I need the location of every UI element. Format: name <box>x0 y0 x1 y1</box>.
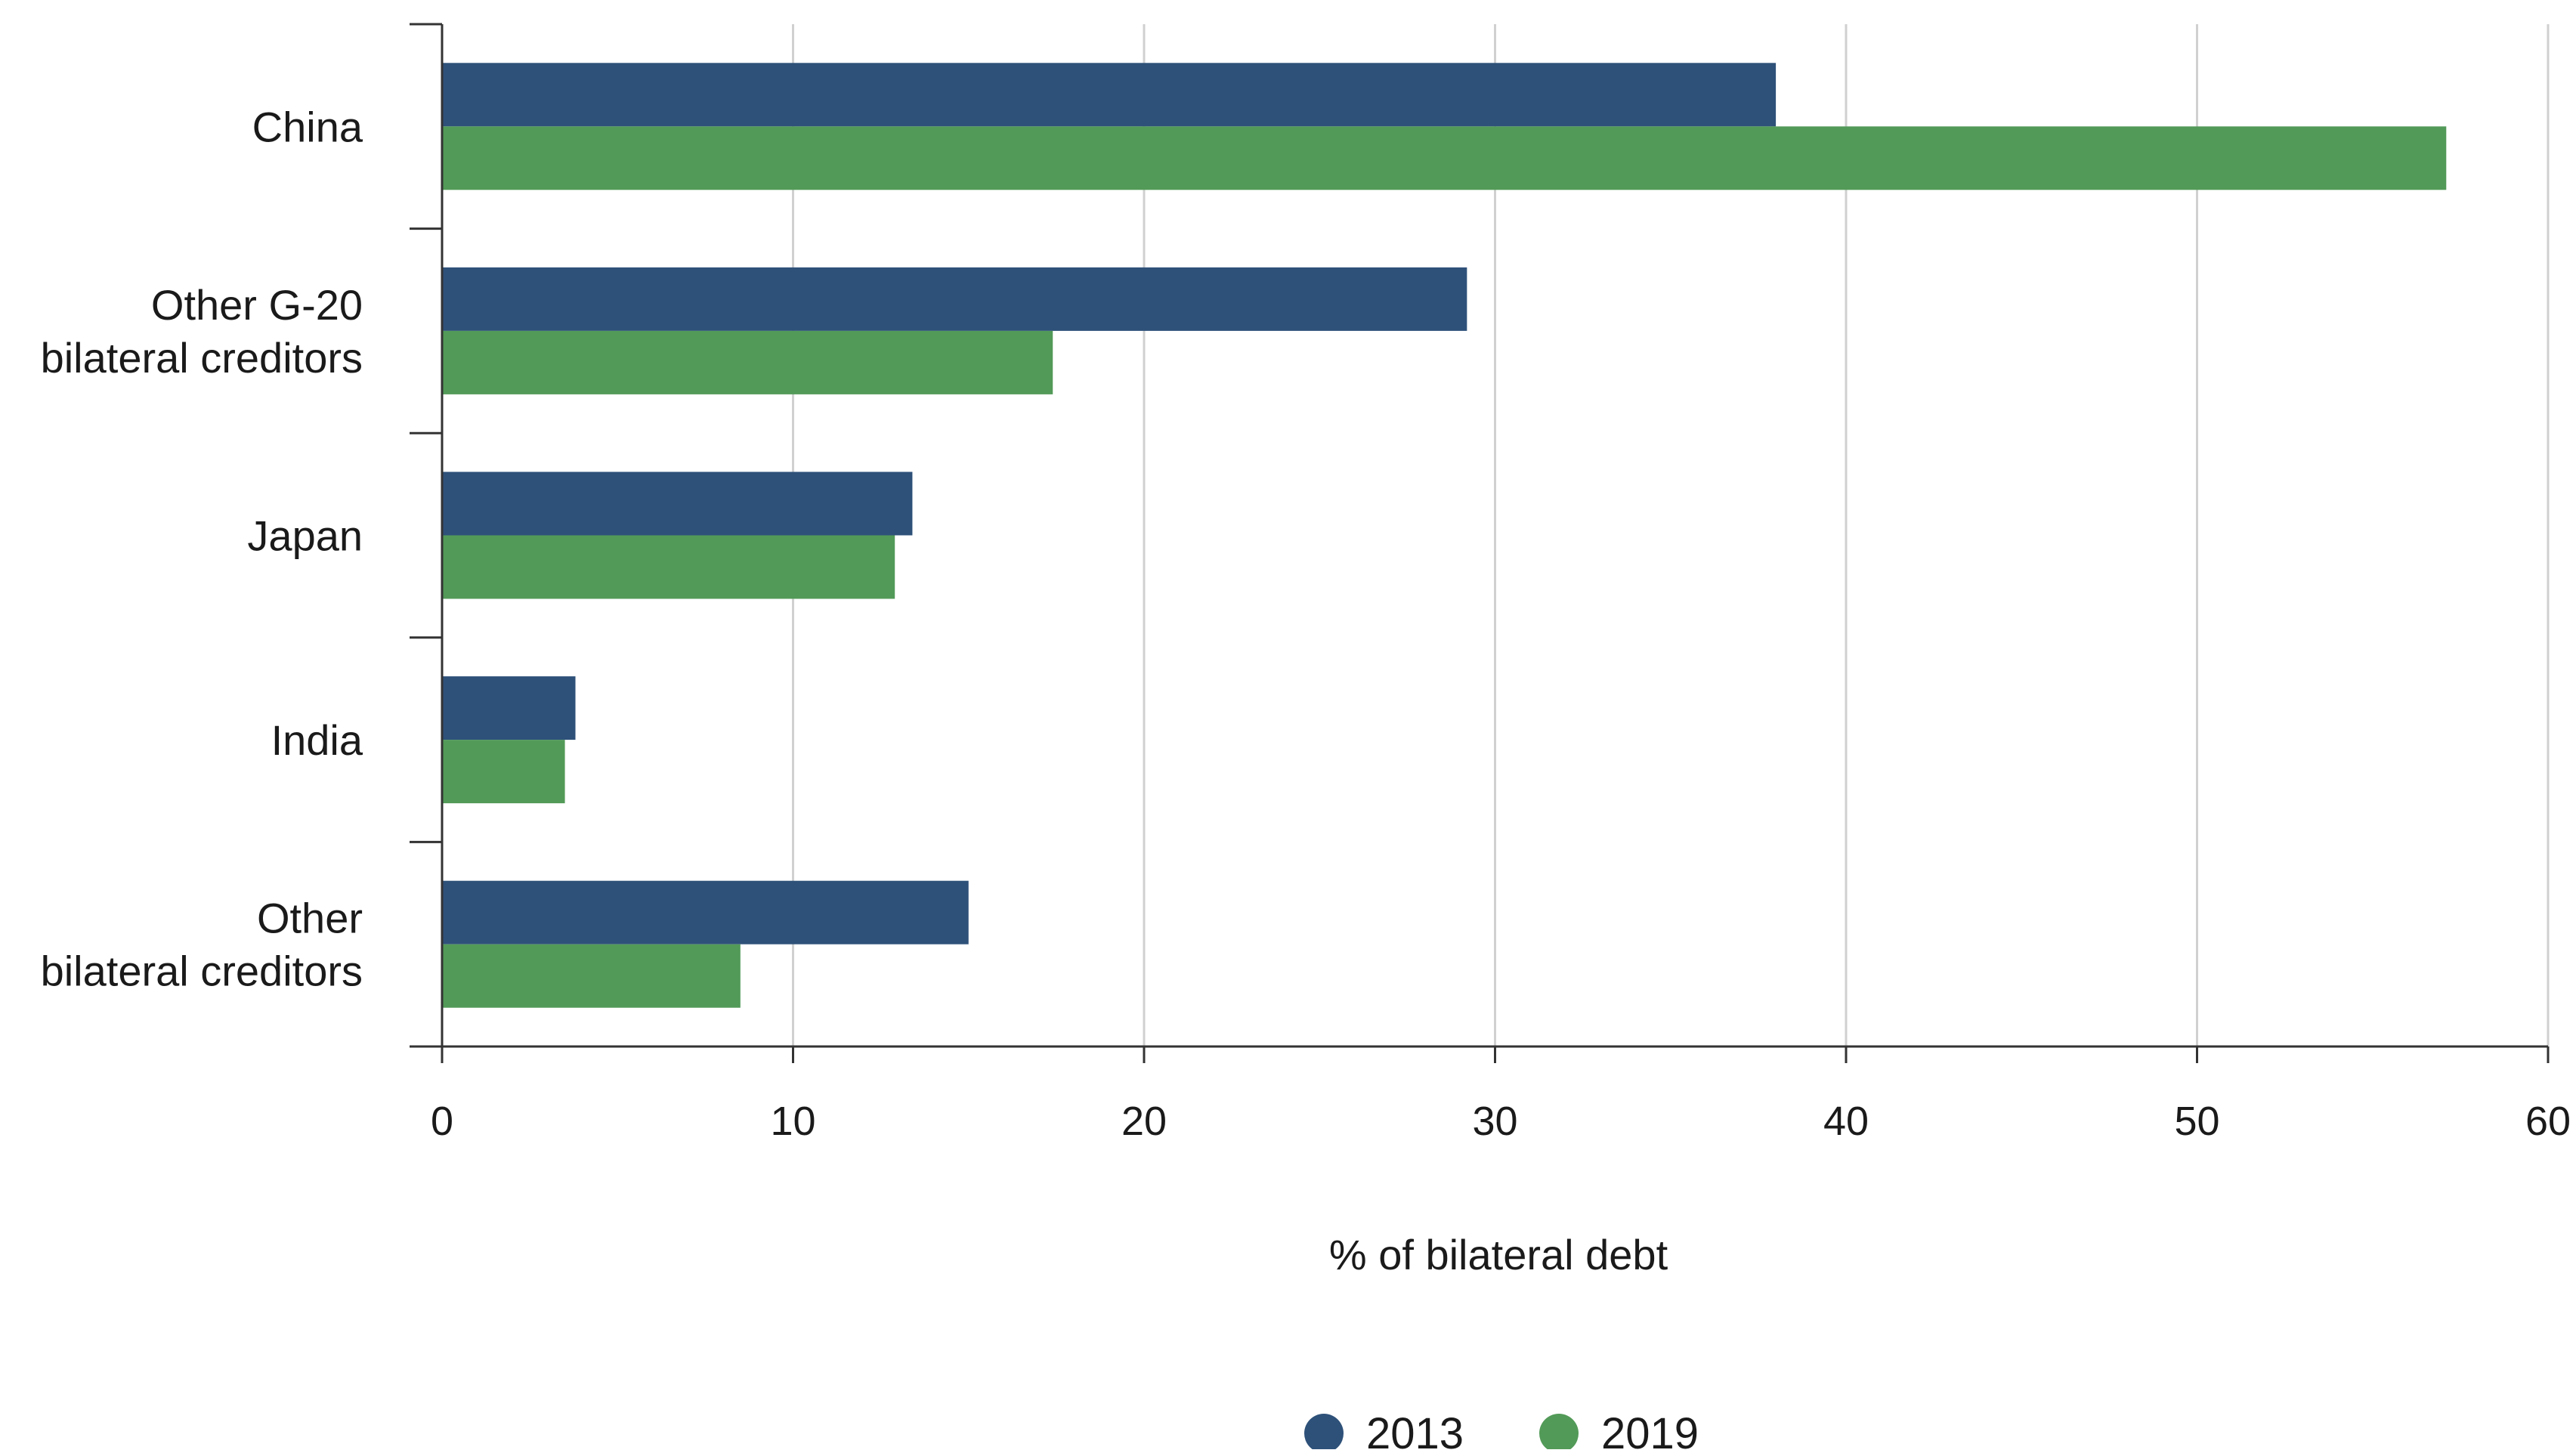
x-tick-label: 0 <box>431 1099 453 1144</box>
axes <box>410 23 2550 1063</box>
bar-2013 <box>442 471 913 536</box>
category-label: bilateral creditors <box>41 334 363 382</box>
legend-label-2013: 2013 <box>1366 1409 1464 1449</box>
x-tick-label: 40 <box>1823 1099 1869 1144</box>
bar-2013 <box>442 63 1777 127</box>
x-tick-label: 20 <box>1121 1099 1167 1144</box>
category-label: India <box>271 716 363 764</box>
x-tick-label: 60 <box>2525 1099 2571 1144</box>
category-label: Japan <box>247 512 363 560</box>
category-label: bilateral creditors <box>41 948 363 995</box>
bar-2013 <box>442 676 576 740</box>
legend-marker-2019 <box>1539 1414 1579 1453</box>
bars <box>442 63 2447 1008</box>
bar-2013 <box>442 267 1467 331</box>
category-label: China <box>252 103 363 150</box>
bar-2019 <box>442 944 741 1008</box>
legend: 2013 2019 <box>1304 1409 1699 1453</box>
category-label: Other G-20 <box>151 281 363 329</box>
gridlines <box>792 24 2550 1046</box>
x-tick-label: 10 <box>770 1099 815 1144</box>
bar-2019 <box>442 535 895 599</box>
x-tick-label: 50 <box>2174 1099 2219 1144</box>
legend-label-2019: 2019 <box>1601 1409 1699 1449</box>
x-tick-label: 30 <box>1472 1099 1517 1144</box>
labels: 0 10 20 30 40 50 60 China Other G-20 bilateral cr… <box>41 103 2571 1144</box>
bar-2013 <box>442 880 969 944</box>
category-label: Other <box>257 895 363 942</box>
bar-2019 <box>442 330 1053 394</box>
bar-2019 <box>442 740 565 804</box>
bar-2019 <box>442 126 2447 190</box>
legend-marker-2013 <box>1304 1414 1344 1453</box>
x-axis-title: % of bilateral debt <box>1329 1231 1668 1278</box>
